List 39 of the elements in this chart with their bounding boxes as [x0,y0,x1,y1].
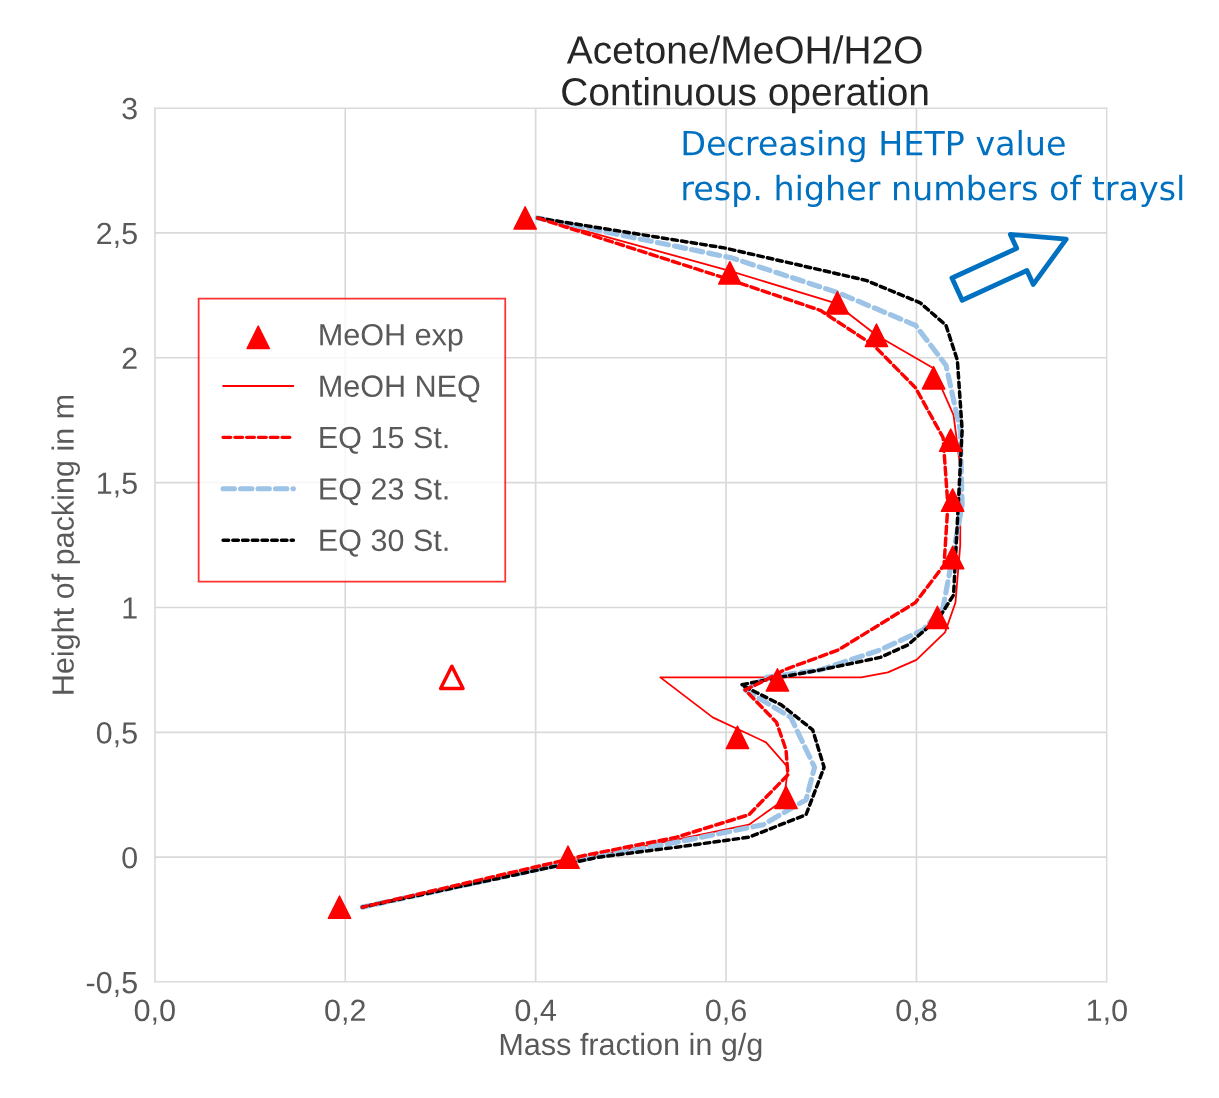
y-axis-title: Height of packing in m [51,395,80,694]
annotation: Decreasing HETP value resp. higher numbers of traysl [683,129,1183,208]
legend-label: EQ 23 St. [320,478,448,506]
y-tick-label: 3 [122,97,137,120]
point [765,668,790,692]
point [717,260,742,285]
x-tick-label: 0,4 [515,999,556,1025]
y-tick-label: 2 [122,347,137,369]
chart-title: Acetone/MeOH/H2O [566,35,922,64]
legend-label: EQ 30 St. [320,529,448,557]
x-tick-label: 0,6 [705,999,746,1025]
point [556,845,580,870]
x-tick-label: 0,8 [896,999,937,1025]
y-tick-label: 0,5 [96,722,137,748]
x-tick-label: 0,2 [325,999,365,1025]
legend-label: MeOH exp [320,323,463,352]
y-tick-label: 1 [123,597,137,619]
point [725,725,750,750]
x-tick-label: 1,0 [1087,999,1127,1025]
point [938,428,963,453]
point [774,785,798,810]
chart-subtitle: Continuous operation [562,77,928,114]
legend-label: EQ 15 St. [320,426,448,454]
legend-label: MeOH NEQ [320,375,480,403]
x-tick-label: 0,0 [134,999,175,1025]
y-tick-label: 0 [122,846,137,869]
y-tick-label: 1,5 [98,472,137,498]
y-tick-label: -0,5 [86,971,137,998]
point [327,895,352,920]
point [940,488,965,512]
x-axis-title: Mass fraction in g/g [500,1032,762,1062]
point [921,365,946,390]
point [513,206,538,230]
point [438,664,465,691]
point [825,290,850,315]
point [864,323,889,348]
point [925,605,950,630]
point [940,545,965,570]
y-tick-label: 2,5 [97,222,137,248]
